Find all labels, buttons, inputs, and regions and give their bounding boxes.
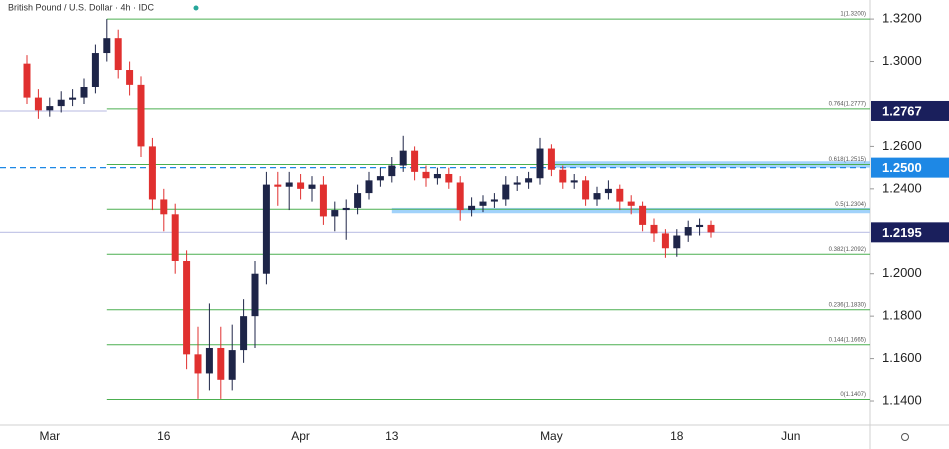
y-tick-label: 1.2600 <box>882 138 922 153</box>
candle-body <box>23 63 31 98</box>
chart-title: British Pound / U.S. Dollar · 4h · IDC <box>8 2 155 12</box>
x-tick-label: 13 <box>385 429 399 443</box>
candle-body <box>639 205 647 225</box>
candle-body <box>114 38 122 71</box>
candle-body <box>616 188 624 202</box>
candle-body <box>707 224 715 233</box>
candle-body <box>433 173 441 179</box>
fib-label: 0.618(1.2515) <box>829 157 866 163</box>
y-tick-label: 1.1600 <box>882 350 922 365</box>
candle-body <box>479 201 487 206</box>
price-badge-label: 1.2500 <box>882 160 922 175</box>
x-tick-label: Mar <box>39 429 60 443</box>
candle-body <box>354 193 362 208</box>
x-tick-label: 18 <box>670 429 684 443</box>
candle-body <box>525 178 533 183</box>
candle-body <box>251 273 259 317</box>
candle-body <box>365 180 373 194</box>
candle-body <box>559 169 567 183</box>
fib-label: 0(1.1407) <box>840 392 866 398</box>
candle-body <box>240 316 248 351</box>
candle-body <box>171 214 179 261</box>
candle-body <box>126 70 134 85</box>
y-tick-label: 1.2000 <box>882 265 922 280</box>
candle-body <box>148 146 156 200</box>
candle-body <box>490 199 498 202</box>
x-tick-label: 16 <box>157 429 171 443</box>
fib-label: 0.5(1.2304) <box>835 202 866 208</box>
y-tick-label: 1.1400 <box>882 392 922 407</box>
candle-body <box>547 148 555 170</box>
fib-label: 0.144(1.1665) <box>829 337 866 343</box>
candle-body <box>570 180 578 183</box>
candle-body <box>661 233 669 249</box>
price-badge-label: 1.2195 <box>882 225 922 240</box>
candle-body <box>422 171 430 179</box>
fib-label: 0.382(1.2092) <box>829 247 866 253</box>
candle-body <box>536 148 544 179</box>
candle-body <box>160 199 168 215</box>
candle-body <box>376 176 384 181</box>
candle-body <box>34 97 42 111</box>
candle-body <box>593 193 601 200</box>
candle-body <box>285 182 293 187</box>
x-tick-label: May <box>540 429 563 443</box>
price-badge <box>871 157 949 178</box>
candle-body <box>456 182 464 211</box>
candle-body <box>228 350 236 380</box>
candle-body <box>388 165 396 177</box>
candle-body <box>513 182 521 185</box>
candle-body <box>91 53 99 87</box>
y-tick-label: 1.1800 <box>882 308 922 323</box>
candle-body <box>103 38 111 54</box>
candle-body <box>399 150 407 166</box>
candle-body <box>80 86 88 98</box>
fib-label: 1(1.3200) <box>840 12 866 18</box>
candle-body <box>57 99 65 107</box>
candle-body <box>650 224 658 234</box>
x-tick-label: Apr <box>291 429 310 443</box>
candle-body <box>319 184 327 217</box>
fib-label: 0.764(1.2777) <box>829 101 866 107</box>
candle-body <box>183 260 191 355</box>
status-dot <box>193 5 199 11</box>
price-badge <box>871 100 949 121</box>
candle-body <box>308 184 316 189</box>
x-tick-label: Jun <box>781 429 800 443</box>
candle-body <box>194 354 202 374</box>
fib-label: 0.236(1.1830) <box>829 302 866 308</box>
y-tick-label: 1.3000 <box>882 53 922 68</box>
candle-body <box>627 201 635 206</box>
candle-body <box>331 210 339 217</box>
y-tick-label: 1.2400 <box>882 180 922 195</box>
candle-body <box>262 184 270 274</box>
price-badge <box>871 222 949 243</box>
settings-icon[interactable] <box>901 433 909 441</box>
candle-body <box>69 97 77 100</box>
candle-body <box>673 235 681 249</box>
candle-body <box>582 180 590 200</box>
candle-body <box>205 347 213 374</box>
candle-body <box>137 84 145 147</box>
candle-body <box>696 224 704 228</box>
candle-body <box>342 207 350 211</box>
candle-body <box>445 173 453 183</box>
candle-body <box>604 188 612 194</box>
candle-body <box>502 184 510 200</box>
candle-body <box>46 106 54 111</box>
candle-body <box>411 150 419 172</box>
candle-body <box>684 227 692 236</box>
candle-body <box>217 347 225 380</box>
candle-body <box>274 184 282 187</box>
price-badge-label: 1.2767 <box>882 103 922 118</box>
y-tick-label: 1.3200 <box>882 11 922 26</box>
candle-body <box>297 182 305 189</box>
candle-body <box>468 205 476 211</box>
